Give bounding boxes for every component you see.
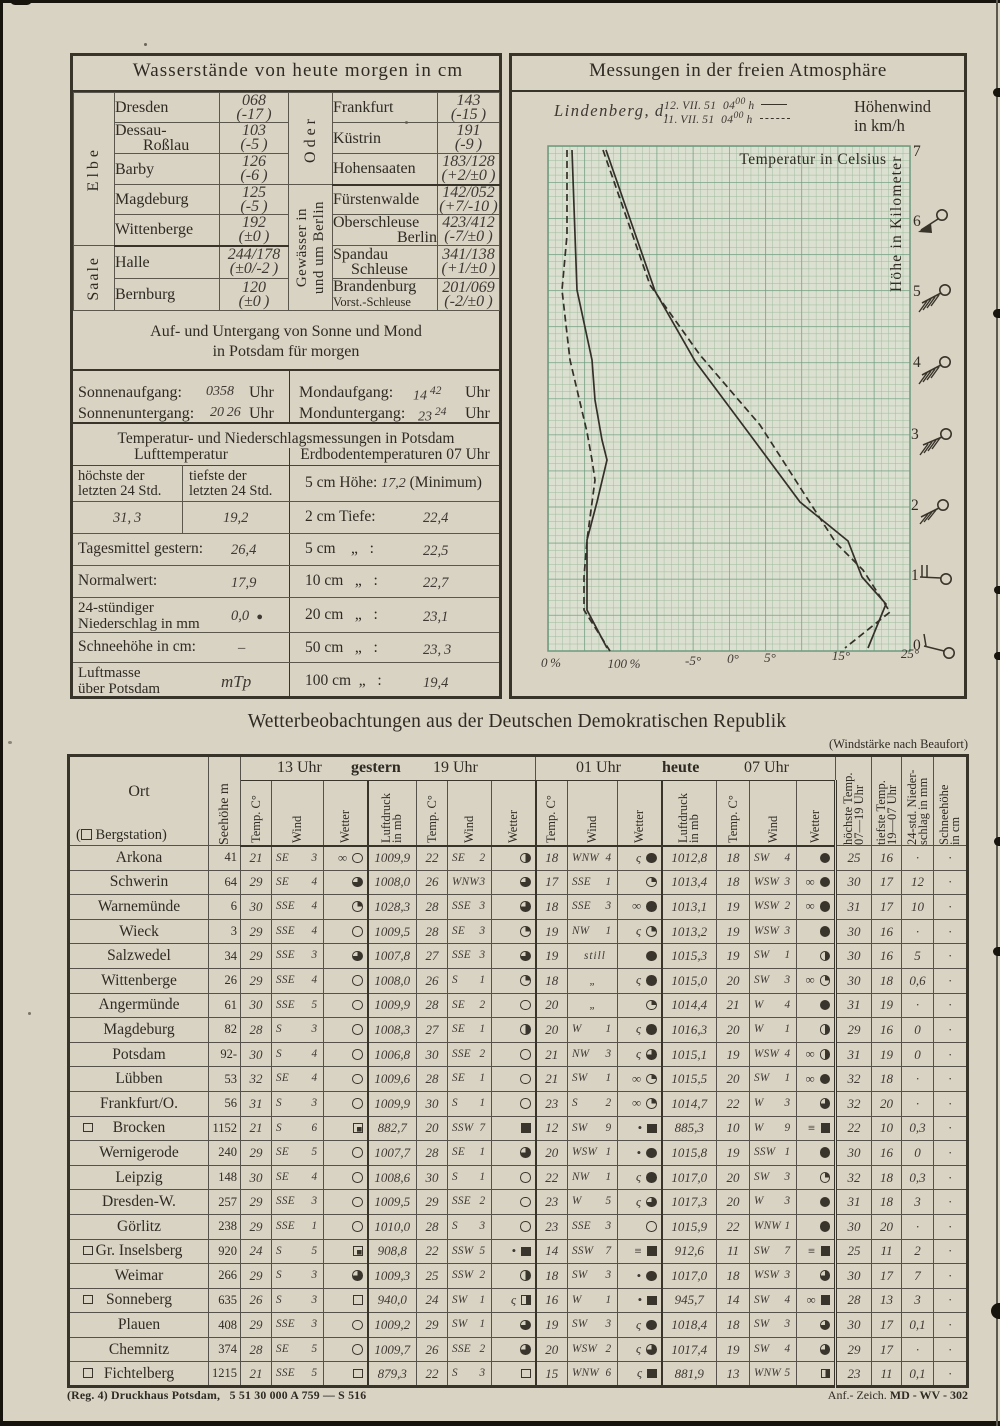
svg-text:1: 1 xyxy=(911,567,919,584)
svg-text:Höhe in Kilometer: Höhe in Kilometer xyxy=(888,155,905,292)
svg-text:3: 3 xyxy=(911,426,919,443)
svg-text:5°: 5° xyxy=(764,650,776,665)
svg-text:Temperatur in Celsius: Temperatur in Celsius xyxy=(739,151,886,168)
svg-text:5: 5 xyxy=(913,283,921,300)
svg-text:-5°: -5° xyxy=(685,653,701,668)
svg-text:0°: 0° xyxy=(727,651,739,666)
svg-text:0 %: 0 % xyxy=(541,655,561,670)
svg-text:4: 4 xyxy=(913,354,921,371)
svg-text:2: 2 xyxy=(911,497,919,514)
svg-text:25°: 25° xyxy=(901,646,919,661)
svg-text:6: 6 xyxy=(913,213,921,230)
svg-text:15°: 15° xyxy=(832,648,850,663)
svg-text:0: 0 xyxy=(913,637,921,654)
svg-text:7: 7 xyxy=(913,143,921,160)
svg-text:100 %: 100 % xyxy=(608,656,641,671)
